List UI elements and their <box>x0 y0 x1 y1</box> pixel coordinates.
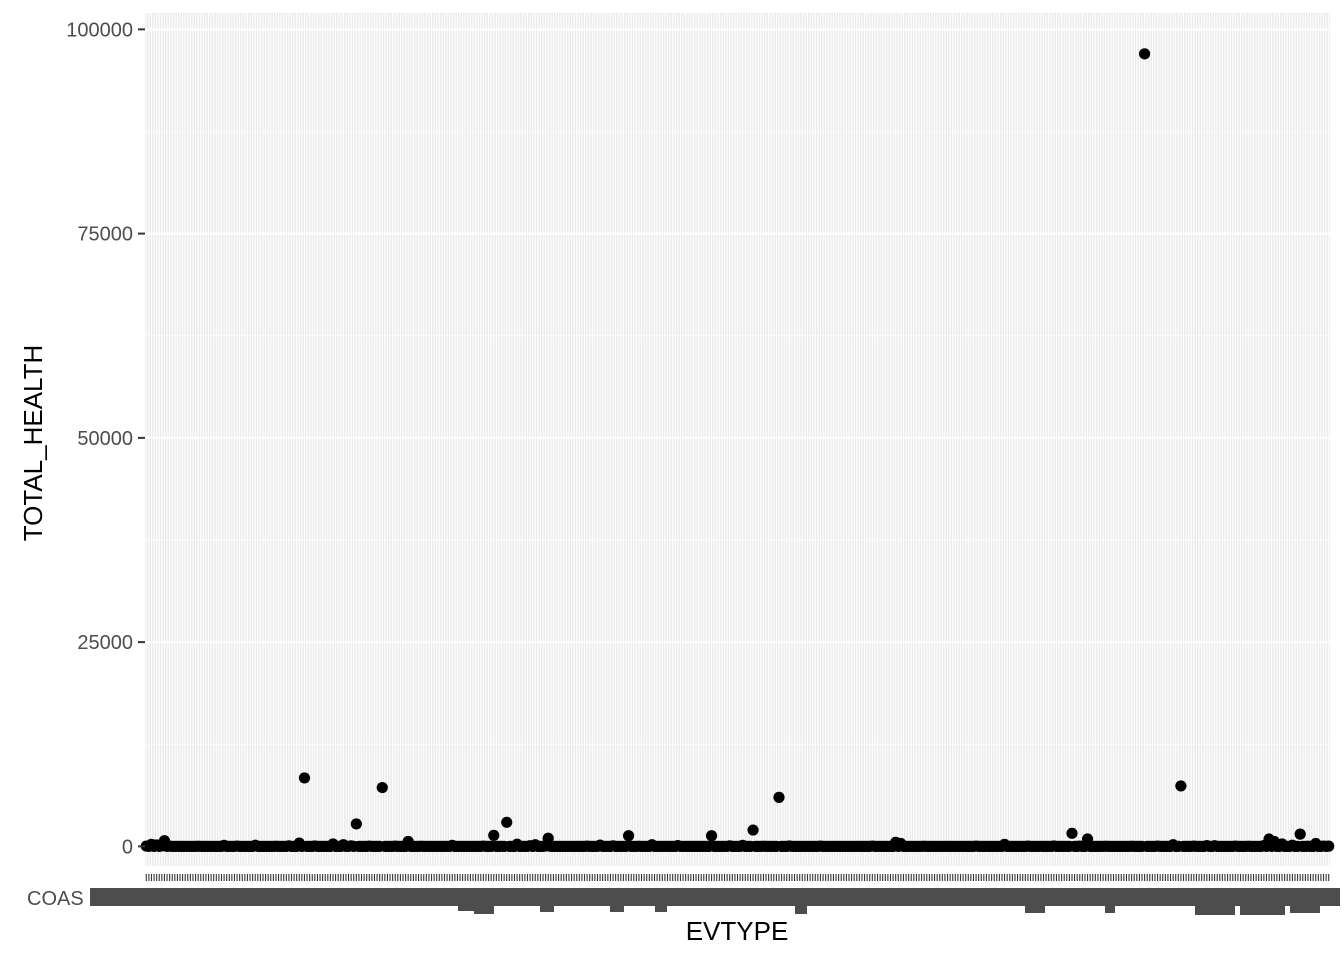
data-point <box>298 772 311 784</box>
data-point <box>488 829 500 841</box>
x-tick-label-descender <box>1195 905 1235 915</box>
data-point <box>622 830 635 842</box>
data-point <box>350 818 362 830</box>
data-point <box>705 830 718 842</box>
data-point <box>1175 780 1187 792</box>
x-tick-label-descender <box>1025 905 1045 913</box>
y-tick-label: 50000 <box>77 428 133 450</box>
data-point <box>1139 48 1151 60</box>
data-point <box>501 816 513 828</box>
x-axis-title: EVTYPE <box>686 916 789 946</box>
x-tick-label-descender <box>1290 905 1320 913</box>
y-tick-label: 25000 <box>77 632 133 654</box>
data-point <box>1294 828 1306 840</box>
x-axis-first-label: COAS <box>27 888 84 910</box>
y-axis-title: TOTAL_HEALTH <box>18 345 48 542</box>
x-axis <box>90 874 1340 915</box>
y-tick-label: 75000 <box>77 224 133 246</box>
grid-major-vertical <box>145 13 1330 866</box>
y-tick-label: 100000 <box>66 19 133 41</box>
y-tick-label: 0 <box>122 836 133 858</box>
x-tick-label-descender <box>610 905 624 912</box>
x-tick-labels-overlap <box>90 888 1340 906</box>
x-tick-label-descender <box>655 905 667 912</box>
y-axis: 0 25000 50000 75000 100000 <box>66 19 145 858</box>
x-tick-label-descender <box>1240 905 1285 915</box>
data-point <box>773 791 785 803</box>
data-point <box>1066 827 1078 839</box>
data-point <box>1323 840 1335 852</box>
x-tick-label-descender <box>795 905 807 914</box>
x-tick-label-descender <box>540 905 554 912</box>
data-points <box>140 48 1335 852</box>
data-point <box>747 824 759 836</box>
x-tick-label-descender <box>474 905 494 914</box>
data-point <box>376 781 388 794</box>
x-tick-label-descender <box>1105 905 1115 913</box>
x-tick-label-descender <box>458 905 476 911</box>
